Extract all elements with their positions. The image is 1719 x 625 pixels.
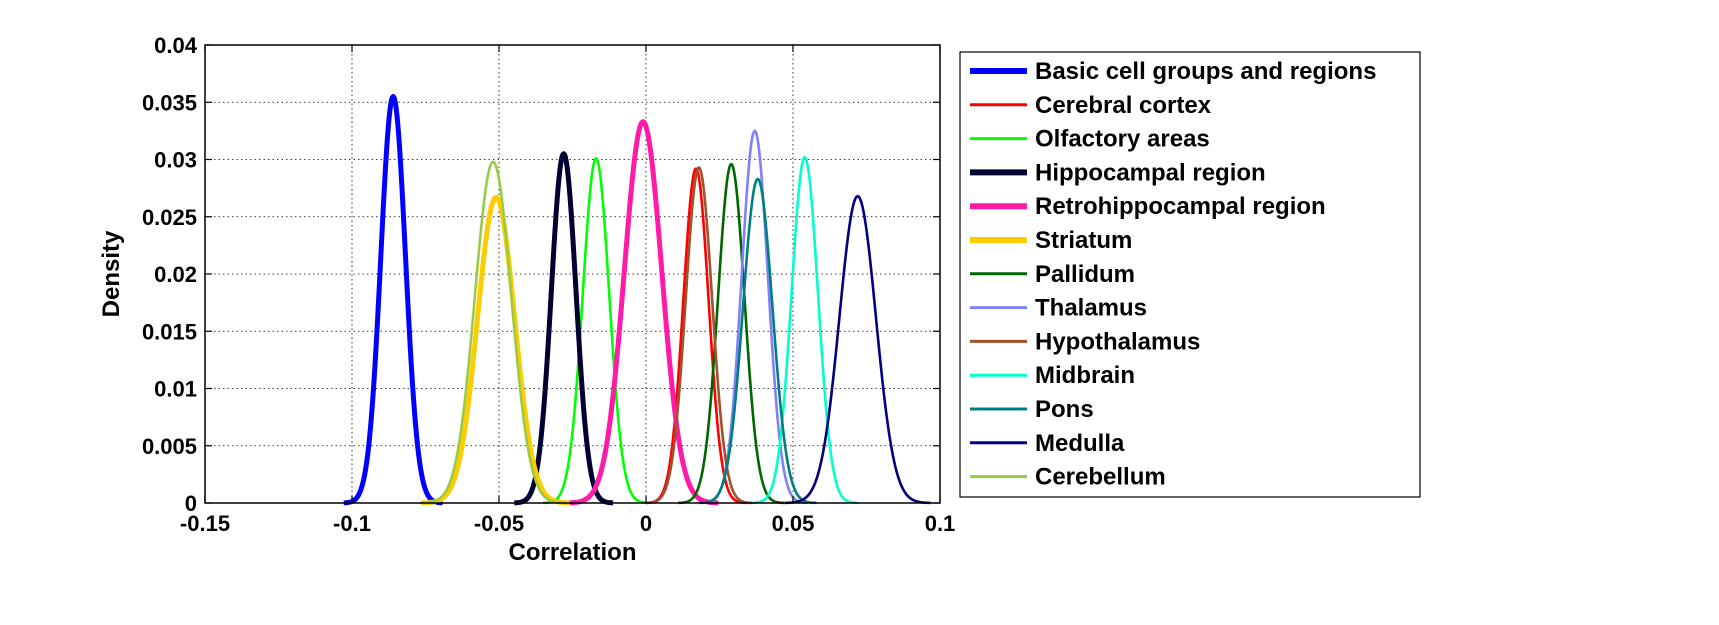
legend-label-retrohippocampal-region: Retrohippocampal region xyxy=(1035,193,1326,220)
series-line-cerebellum xyxy=(420,160,567,505)
y-tick-label: 0.015 xyxy=(142,319,197,344)
series-line-striatum xyxy=(420,194,572,506)
legend-box xyxy=(959,51,1421,498)
x-axis-title: Correlation xyxy=(508,539,636,566)
series-line-hippocampal-region xyxy=(512,151,615,506)
x-tick-label: 0.1 xyxy=(925,511,956,536)
series-line-retrohippocampal-region xyxy=(566,119,720,506)
series-layer xyxy=(342,94,931,506)
legend-label-hippocampal-region: Hippocampal region xyxy=(1035,159,1266,186)
x-tick-label: 0 xyxy=(640,511,652,536)
series-line-pallidum xyxy=(677,162,785,505)
y-tick-label: 0.02 xyxy=(154,262,197,287)
x-tick-label: -0.15 xyxy=(180,511,230,536)
y-tick-label: 0.035 xyxy=(142,90,197,115)
y-tick-label: 0.005 xyxy=(142,434,197,459)
legend-label-thalamus: Thalamus xyxy=(1035,295,1147,322)
series-line-pons xyxy=(698,177,817,505)
legend-label-cerebral-cortex: Cerebral cortex xyxy=(1035,92,1212,119)
legend: Basic cell groups and regions Cerebral co… xyxy=(959,51,1421,498)
legend-label-basic-cell-groups-and-regions: Basic cell groups and regions xyxy=(1035,58,1376,85)
series-line-medulla xyxy=(784,194,931,505)
legend-label-hypothalamus: Hypothalamus xyxy=(1035,328,1200,355)
legend-label-olfactory-areas: Olfactory areas xyxy=(1035,126,1210,153)
series-line-basic-cell-groups-and-regions xyxy=(342,94,445,506)
y-tick-label: 0.04 xyxy=(154,33,198,58)
y-tick-label: 0.025 xyxy=(142,205,197,230)
y-tick-label: 0.01 xyxy=(154,377,197,402)
series-line-hypothalamus xyxy=(645,166,753,505)
y-tick-label: 0 xyxy=(185,491,197,516)
x-tick-label: 0.05 xyxy=(772,511,815,536)
x-tick-label: -0.1 xyxy=(333,511,371,536)
legend-label-striatum: Striatum xyxy=(1035,227,1132,254)
series-line-midbrain xyxy=(751,155,859,505)
legend-label-midbrain: Midbrain xyxy=(1035,362,1135,389)
legend-label-pallidum: Pallidum xyxy=(1035,261,1135,288)
axis-ticks: -0.15 -0.1 -0.05 0 0.05 0.1 0 0.005 0.01 0.015 0.0… xyxy=(142,33,955,536)
y-tick-label: 0.03 xyxy=(154,148,197,173)
y-axis-title: Density xyxy=(98,230,125,317)
legend-label-medulla: Medulla xyxy=(1035,430,1125,457)
series-line-olfactory-areas xyxy=(542,157,650,505)
legend-label-pons: Pons xyxy=(1035,396,1094,423)
legend-label-cerebellum: Cerebellum xyxy=(1035,464,1166,491)
x-tick-label: -0.05 xyxy=(474,511,524,536)
